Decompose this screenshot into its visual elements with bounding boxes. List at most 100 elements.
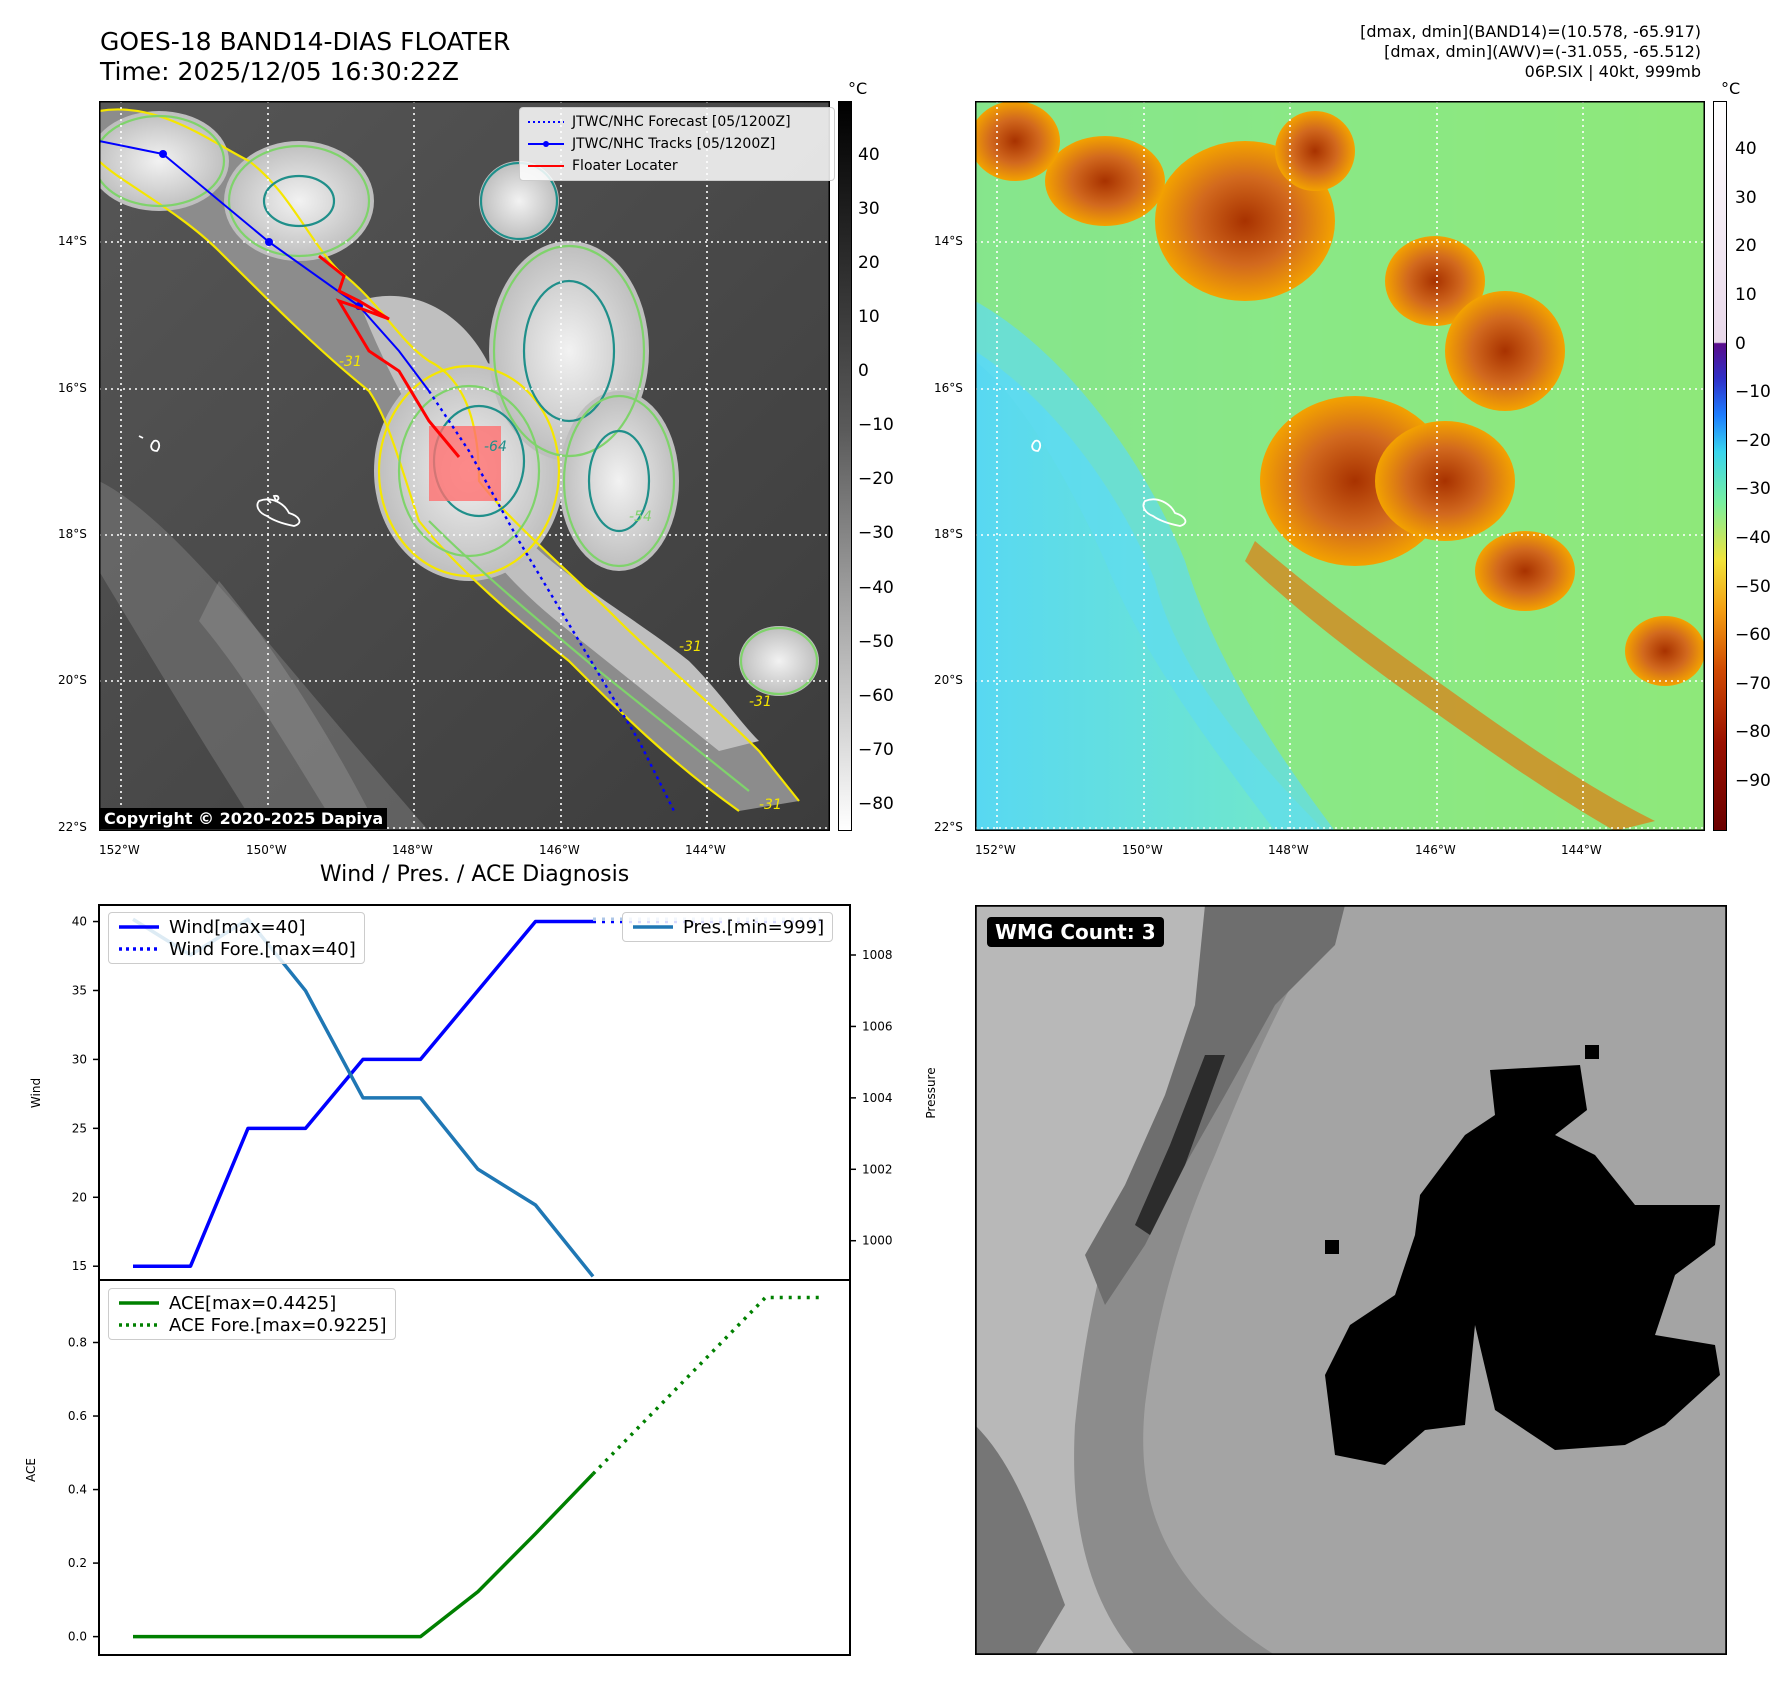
color-colorbar: [1713, 101, 1727, 831]
cmap-cyan-band: [975, 301, 1335, 831]
lon-tick-152w: 152°W: [99, 843, 140, 857]
lat-tick-22s: 22°S: [58, 820, 87, 834]
island-tahiti: [256, 498, 301, 527]
contour-green-nw: [227, 144, 371, 258]
islands: [138, 435, 301, 527]
wmg-pixel-1: [1325, 1240, 1339, 1254]
legend-tracks: JTWC/NHC Tracks [05/1200Z]: [526, 133, 828, 155]
legend-pres: Pres.[min=999]: [633, 916, 825, 938]
cmap-frame: [975, 101, 1705, 831]
legend-wind-fore: Wind Fore.[max=40]: [119, 938, 356, 960]
wind-tick-label: 35: [72, 983, 87, 997]
wind-tick-label: 25: [72, 1121, 87, 1135]
series-line-0: [133, 919, 593, 1268]
pres-tick-label: 1004: [862, 1091, 893, 1105]
cmap-grid: [975, 101, 1705, 831]
ace-series-line-1: [591, 1295, 823, 1476]
contour-teal-north: [522, 279, 616, 423]
floater-locater-line: [318, 254, 461, 458]
track-marker-2: [265, 238, 273, 246]
contour-green-north: [492, 244, 646, 458]
cmap-rainband: [1245, 541, 1655, 831]
color-map-panel: [975, 101, 1705, 831]
lon-tick-146w: 146°W: [539, 843, 580, 857]
contour-label-4: -54: [629, 509, 652, 525]
island-small-4: [272, 494, 280, 503]
island-small-1: [150, 439, 161, 452]
contour-green-far-nw: [99, 114, 226, 208]
wind-tick-label: 30: [72, 1052, 87, 1066]
color-cbar-unit: °C: [1721, 79, 1741, 98]
contour-label-2: -31: [339, 354, 362, 370]
legend-forecast: JTWC/NHC Forecast [05/1200Z]: [528, 114, 791, 130]
jtwc-forecast-line: [428, 390, 676, 812]
contour-label-1: -64: [484, 439, 507, 455]
lat-tick-18s: 18°S: [58, 527, 87, 541]
pres-tick-label: 1002: [862, 1162, 893, 1176]
lon-tick-146w-r: 146°W: [1415, 843, 1456, 857]
pres-legend: Pres.[min=999]: [622, 912, 834, 942]
lat-tick-14s: 14°S: [58, 234, 87, 248]
wmg-land-light: [975, 905, 1235, 1655]
ace-ylabel: ACE: [24, 1458, 38, 1482]
lon-tick-144w-r: 144°W: [1561, 843, 1602, 857]
diagnosis-title: Wind / Pres. / ACE Diagnosis: [319, 862, 630, 887]
ace-axes: 0.0 0.2 0.4 0.6 0.8 ACE: [24, 1279, 851, 1656]
wind-ylabel: Wind: [29, 1078, 43, 1108]
wmg-panel: [975, 905, 1727, 1655]
map-frame: [99, 101, 830, 831]
contour-label-group: -64 -31 -31 -54 -31 -31: [339, 354, 782, 813]
legend-ace: ACE[max=0.4425]: [119, 1292, 337, 1314]
wind-tick-label: 40: [72, 915, 87, 929]
lat-tick-16s-r: 16°S: [934, 381, 963, 395]
series-line-2: [132, 917, 595, 1278]
lon-tick-144w: 144°W: [685, 843, 726, 857]
info-line-1: [dmax, dmin](BAND14)=(10.578, -65.917): [1360, 22, 1701, 41]
wind-tick-label: 20: [72, 1190, 87, 1204]
lon-tick-152w-r: 152°W: [975, 843, 1016, 857]
cmap-cold-cores: [975, 101, 1705, 686]
contour-green-east: [562, 394, 676, 568]
contour-label-3: -31: [749, 694, 772, 710]
wmg-pixel-2: [1585, 1045, 1599, 1059]
pres-tick-label: 1006: [862, 1019, 893, 1033]
ace-tick-label: 0.2: [68, 1556, 87, 1570]
wmg-cold-cloud-mask: [1325, 1065, 1720, 1465]
ace-tick-label: 0.0: [68, 1630, 87, 1644]
ace-y-ticks: 0.0 0.2 0.4 0.6 0.8: [68, 1336, 99, 1644]
pres-tick-label: 1008: [862, 948, 893, 962]
island-small-3: [138, 435, 144, 439]
wind-legend: Wind[max=40] Wind Fore.[max=40]: [108, 912, 365, 964]
ace-lines: [133, 1295, 823, 1639]
pres-y-ticks: 1000 1002 1004 1006 1008: [850, 948, 893, 1248]
legend-floater: Floater Locater: [528, 158, 678, 174]
legend-ace-fore: ACE Fore.[max=0.9225]: [119, 1314, 387, 1336]
contour-label-6: -31: [759, 797, 782, 813]
ir-map-panel: -64 -31 -31 -54 -31 -31: [99, 101, 830, 831]
thin-cloud-streak: [199, 581, 379, 831]
info-line-3: 06P.SIX | 40kt, 999mb: [1524, 62, 1701, 81]
lat-tick-14s-r: 14°S: [934, 234, 963, 248]
ace-tick-label: 0.8: [68, 1336, 87, 1350]
jtwc-track-line: [99, 140, 430, 392]
copyright-label: Copyright © 2020-2025 Dapiya: [100, 808, 388, 829]
track-marker-1: [159, 150, 167, 158]
wmg-dark-edge: [1135, 1055, 1225, 1235]
title-line-1: GOES-18 BAND14-DIAS FLOATER: [100, 27, 511, 56]
lon-tick-150w-r: 150°W: [1122, 843, 1163, 857]
storm-info: [dmax, dmin](BAND14)=(10.578, -65.917) […: [1360, 22, 1701, 82]
island-small-2: [266, 498, 272, 504]
wmg-frame: [975, 905, 1727, 1655]
ace-legend: ACE[max=0.4425] ACE Fore.[max=0.9225]: [108, 1288, 396, 1340]
map-legend: JTWC/NHC Forecast [05/1200Z] JTWC/NHC Tr…: [519, 107, 835, 181]
lon-tick-148w: 148°W: [392, 843, 433, 857]
gray-cbar-unit: °C: [848, 79, 868, 98]
pres-tick-label: 1000: [862, 1234, 893, 1248]
ace-tick-label: 0.6: [68, 1409, 87, 1423]
wind-tick-label: 15: [72, 1259, 87, 1273]
pres-ylabel: Pressure: [924, 1067, 938, 1118]
lat-tick-20s: 20°S: [58, 673, 87, 687]
ace-series-line-0: [133, 1472, 595, 1639]
contour-green-se: [739, 626, 819, 696]
contour-label-5: -31: [679, 639, 702, 655]
